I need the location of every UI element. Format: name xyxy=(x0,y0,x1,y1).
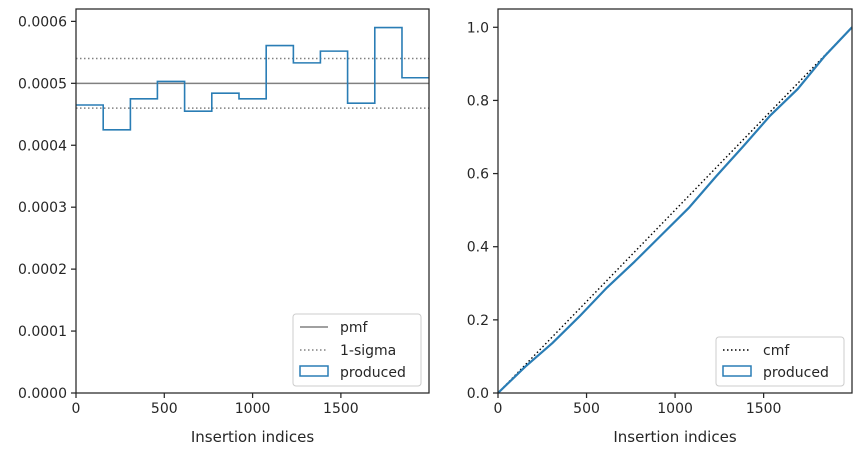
right-y-tick-label: 0.2 xyxy=(467,313,489,329)
legend-produced-label: produced xyxy=(340,365,406,381)
left-x-tick-label: 1000 xyxy=(235,401,271,417)
right-axes-frame xyxy=(497,8,853,394)
left-y-tick-label: 0.0006 xyxy=(18,14,67,30)
left-y-tick-label: 0.0003 xyxy=(18,200,67,216)
left-y-tick-label: 0.0005 xyxy=(18,76,67,92)
right-ticks: 0 500 1000 1500 0.0 0.2 0.4 0.6 0.8 1.0 xyxy=(467,20,782,417)
right-x-tick-label: 1000 xyxy=(657,401,693,417)
right-y-tick-label: 0.0 xyxy=(467,386,489,402)
left-ticks: 0 500 1000 1500 0.0000 0.0001 0.0002 0.0003 0.00… xyxy=(18,14,359,417)
left-y-tick-label: 0.0002 xyxy=(18,262,67,278)
left-y-tick-label: 0.0000 xyxy=(18,386,67,402)
right-x-axis-label: Insertion indices xyxy=(613,428,736,446)
left-x-axis-label: Insertion indices xyxy=(191,428,314,446)
right-legend: cmf produced xyxy=(715,336,845,387)
right-x-tick-label: 0 xyxy=(494,401,503,417)
right-plot-area xyxy=(497,26,853,394)
legend-produced-swatch xyxy=(299,365,329,377)
left-panel: 0 500 1000 1500 0.0000 0.0001 0.0002 0.0003 0.00… xyxy=(18,8,430,446)
right-x-tick-label: 500 xyxy=(573,401,600,417)
cmf-series-line xyxy=(497,26,853,394)
left-legend: pmf 1-sigma produced xyxy=(292,313,422,387)
right-y-tick-label: 0.8 xyxy=(467,93,489,109)
left-x-tick-label: 0 xyxy=(72,401,81,417)
right-y-tick-label: 0.6 xyxy=(467,167,489,183)
produced-series-line xyxy=(497,26,853,394)
right-y-tick-label: 1.0 xyxy=(467,20,489,36)
legend-pmf-label: pmf xyxy=(340,320,369,336)
legend-produced-swatch xyxy=(722,365,752,377)
right-x-tick-label: 1500 xyxy=(746,401,782,417)
left-y-tick-label: 0.0001 xyxy=(18,324,67,340)
right-legend-produced-label: produced xyxy=(763,365,829,381)
left-legend-box xyxy=(292,313,422,387)
right-panel: 0 500 1000 1500 0.0 0.2 0.4 0.6 0.8 1.0 Insertion… xyxy=(467,8,853,446)
left-x-tick-label: 1500 xyxy=(323,401,359,417)
legend-cmf-label: cmf xyxy=(763,343,790,359)
produced-step-line xyxy=(76,26,429,131)
legend-1-sigma-label: 1-sigma xyxy=(340,343,396,359)
left-x-tick-label: 500 xyxy=(151,401,178,417)
left-y-tick-label: 0.0004 xyxy=(18,138,67,154)
right-y-tick-label: 0.4 xyxy=(467,240,489,256)
left-plot-area xyxy=(76,26,429,131)
